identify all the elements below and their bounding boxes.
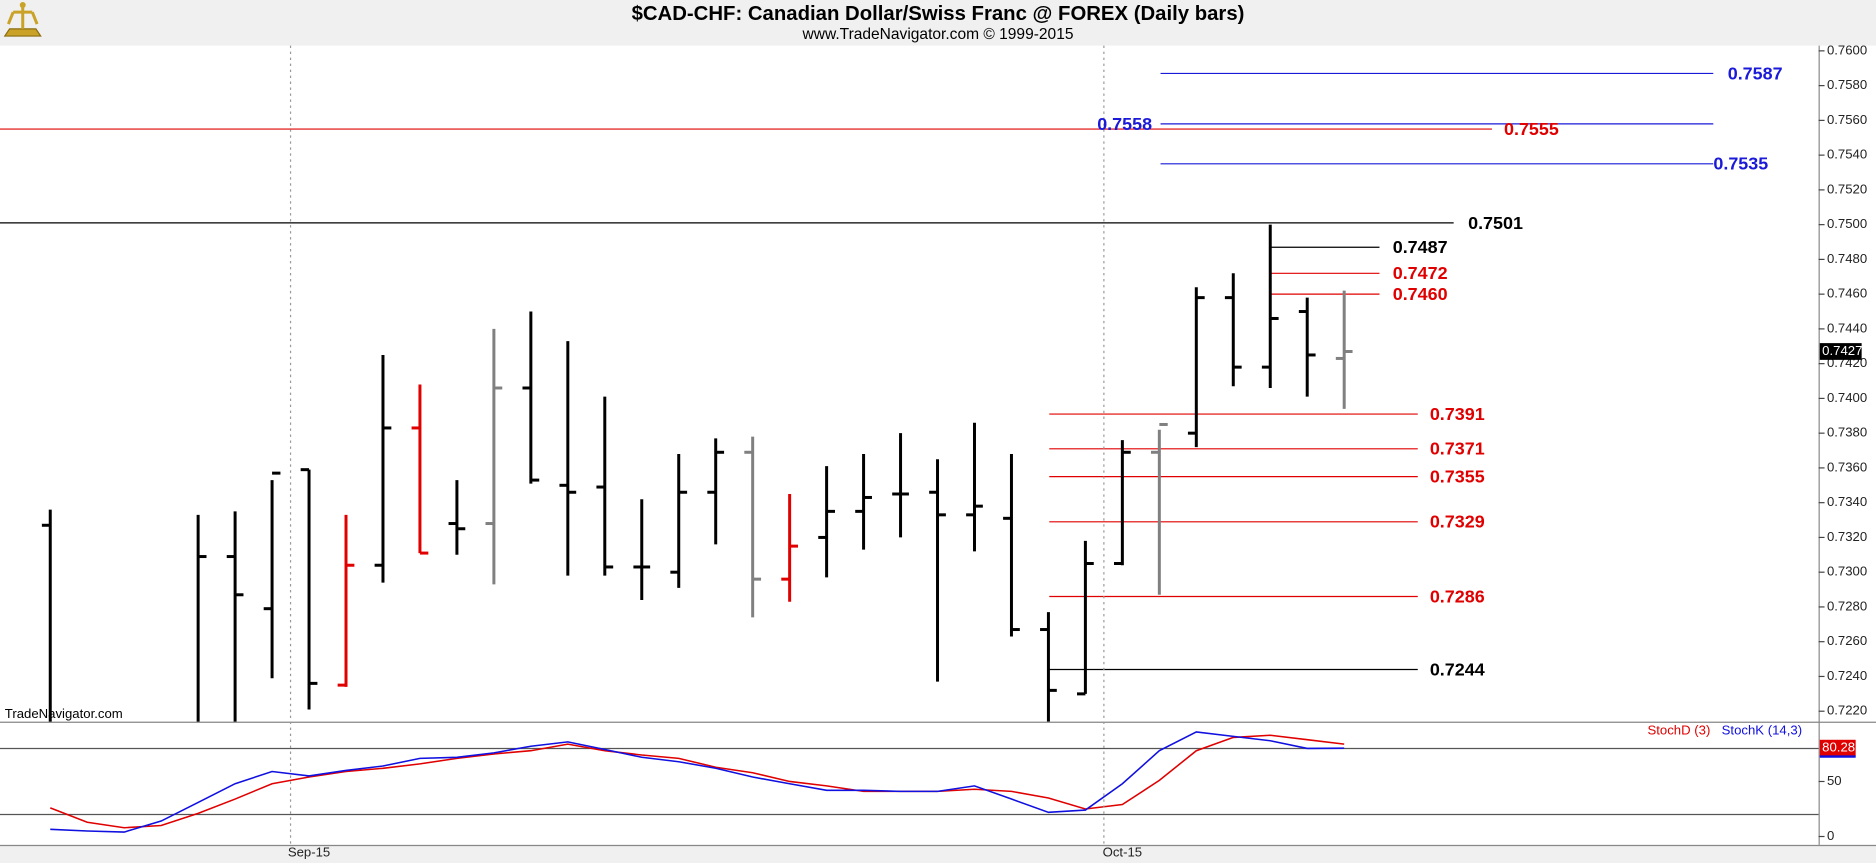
last-stoch-label: 80.28 [1822, 740, 1855, 755]
y-tick-label: 0.7220 [1827, 703, 1867, 718]
x-tick-label: Oct-15 [1103, 845, 1142, 860]
y-tick-label: 0.7440 [1827, 320, 1867, 335]
level-label: 0.7501 [1468, 213, 1523, 233]
last-price-label: 0.7427 [1822, 343, 1862, 358]
legend-entry: StochK (14,3) [1722, 723, 1802, 738]
y-tick-label: 0.7480 [1827, 251, 1867, 266]
legend-entry: StochD (3) [1647, 723, 1710, 738]
price-panel [0, 45, 1819, 722]
stoch-plot [0, 731, 1819, 833]
y-tick-label: 0.7360 [1827, 459, 1867, 474]
y-tick-label: 0.7260 [1827, 633, 1867, 648]
x-tick-label: Sep-15 [288, 845, 330, 860]
level-label: 0.7244 [1430, 659, 1485, 679]
last-price-tag [1819, 343, 1862, 360]
y-tick-label: 0.7320 [1827, 529, 1867, 544]
y-tick-label: 0.7520 [1827, 181, 1867, 196]
level-label: 0.7587 [1728, 63, 1783, 83]
y-tick-label: 0.7600 [1827, 42, 1867, 57]
watermark: TradeNavigator.com [5, 706, 123, 721]
level-label: 0.7391 [1430, 404, 1485, 424]
level-label: 0.7355 [1430, 467, 1485, 487]
level-label: 0.7558 [1097, 114, 1152, 134]
y-tick-label: 0.7580 [1827, 77, 1867, 92]
last-stoch-tag [1819, 739, 1856, 757]
level-label: 0.7487 [1393, 237, 1448, 257]
y-tick-label: 0.7500 [1827, 216, 1867, 231]
level-label: 0.7460 [1393, 284, 1448, 304]
y-tick-label: 0.7340 [1827, 494, 1867, 509]
y-tick-label: 0.7400 [1827, 390, 1867, 405]
y-tick-label: 0.7540 [1827, 147, 1867, 162]
price-plot [0, 72, 1714, 722]
chart-title: $CAD-CHF: Canadian Dollar/Swiss Franc @ … [632, 3, 1245, 25]
level-label: 0.7371 [1430, 439, 1485, 459]
stoch-line [50, 731, 1345, 833]
level-label: 0.7286 [1430, 586, 1485, 606]
level-label: 0.7535 [1713, 154, 1768, 174]
y-tick-label: 0 [1827, 828, 1834, 843]
y-tick-label: 0.7560 [1827, 112, 1867, 127]
y-tick-label: 0.7240 [1827, 668, 1867, 683]
y-tick-label: 50 [1827, 773, 1842, 788]
annotations: 0.7220 0.7240 0.7260 0.7280 0.7300 0.7320 0.73… [288, 42, 1867, 859]
logo [3, 1, 42, 37]
y-axis-panel [1818, 45, 1876, 845]
chart-subtitle: www.TradeNavigator.com © 1999-2015 [802, 26, 1074, 43]
stoch-panel [0, 722, 1819, 845]
y-tick-label: 0.7280 [1827, 598, 1867, 613]
level-label: 0.7555 [1504, 119, 1559, 139]
y-tick-label: 0.7300 [1827, 564, 1867, 579]
y-tick-label: 0.7380 [1827, 425, 1867, 440]
y-tick-label: 0.7460 [1827, 286, 1867, 301]
level-label: 0.7472 [1393, 263, 1448, 283]
level-label: 0.7329 [1430, 512, 1485, 532]
stoch-line [49, 734, 1345, 829]
